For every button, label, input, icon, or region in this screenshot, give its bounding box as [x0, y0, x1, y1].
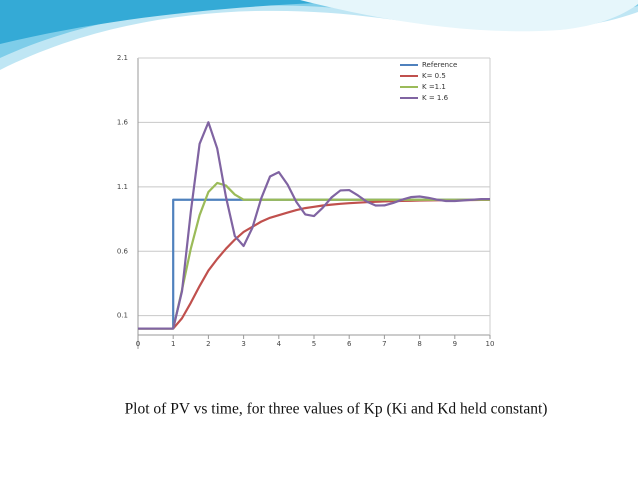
legend-label: Reference	[422, 61, 457, 69]
y-tick-label: 1.6	[117, 118, 129, 126]
y-tick-label: 0.6	[117, 247, 129, 255]
caption: Plot of PV vs time, for three values of …	[125, 401, 548, 418]
x-tick-label: 0	[136, 340, 140, 348]
x-tick-label: 2	[206, 340, 210, 348]
swoosh	[0, 0, 420, 44]
x-tick-label: 5	[312, 340, 316, 348]
x-tick-label: 3	[241, 340, 245, 348]
legend-label: K =1.1	[422, 83, 446, 91]
y-tick-label: 2.1	[117, 54, 128, 62]
swoosh	[300, 0, 638, 32]
y-tick-label: 1.1	[117, 183, 128, 191]
x-tick-label: 7	[382, 340, 386, 348]
legend-label: K = 1.6	[422, 94, 449, 102]
x-tick-label: 1	[171, 340, 175, 348]
header-decoration	[0, 0, 638, 70]
series-line	[138, 121, 490, 330]
x-tick-label: 4	[277, 340, 282, 348]
y-tick-label: 0.1	[117, 312, 128, 320]
legend-label: K= 0.5	[422, 72, 446, 80]
x-tick-label: 9	[453, 340, 457, 348]
x-tick-label: 8	[417, 340, 421, 348]
x-tick-label: 6	[347, 340, 352, 348]
x-tick-label: 10	[486, 340, 495, 348]
